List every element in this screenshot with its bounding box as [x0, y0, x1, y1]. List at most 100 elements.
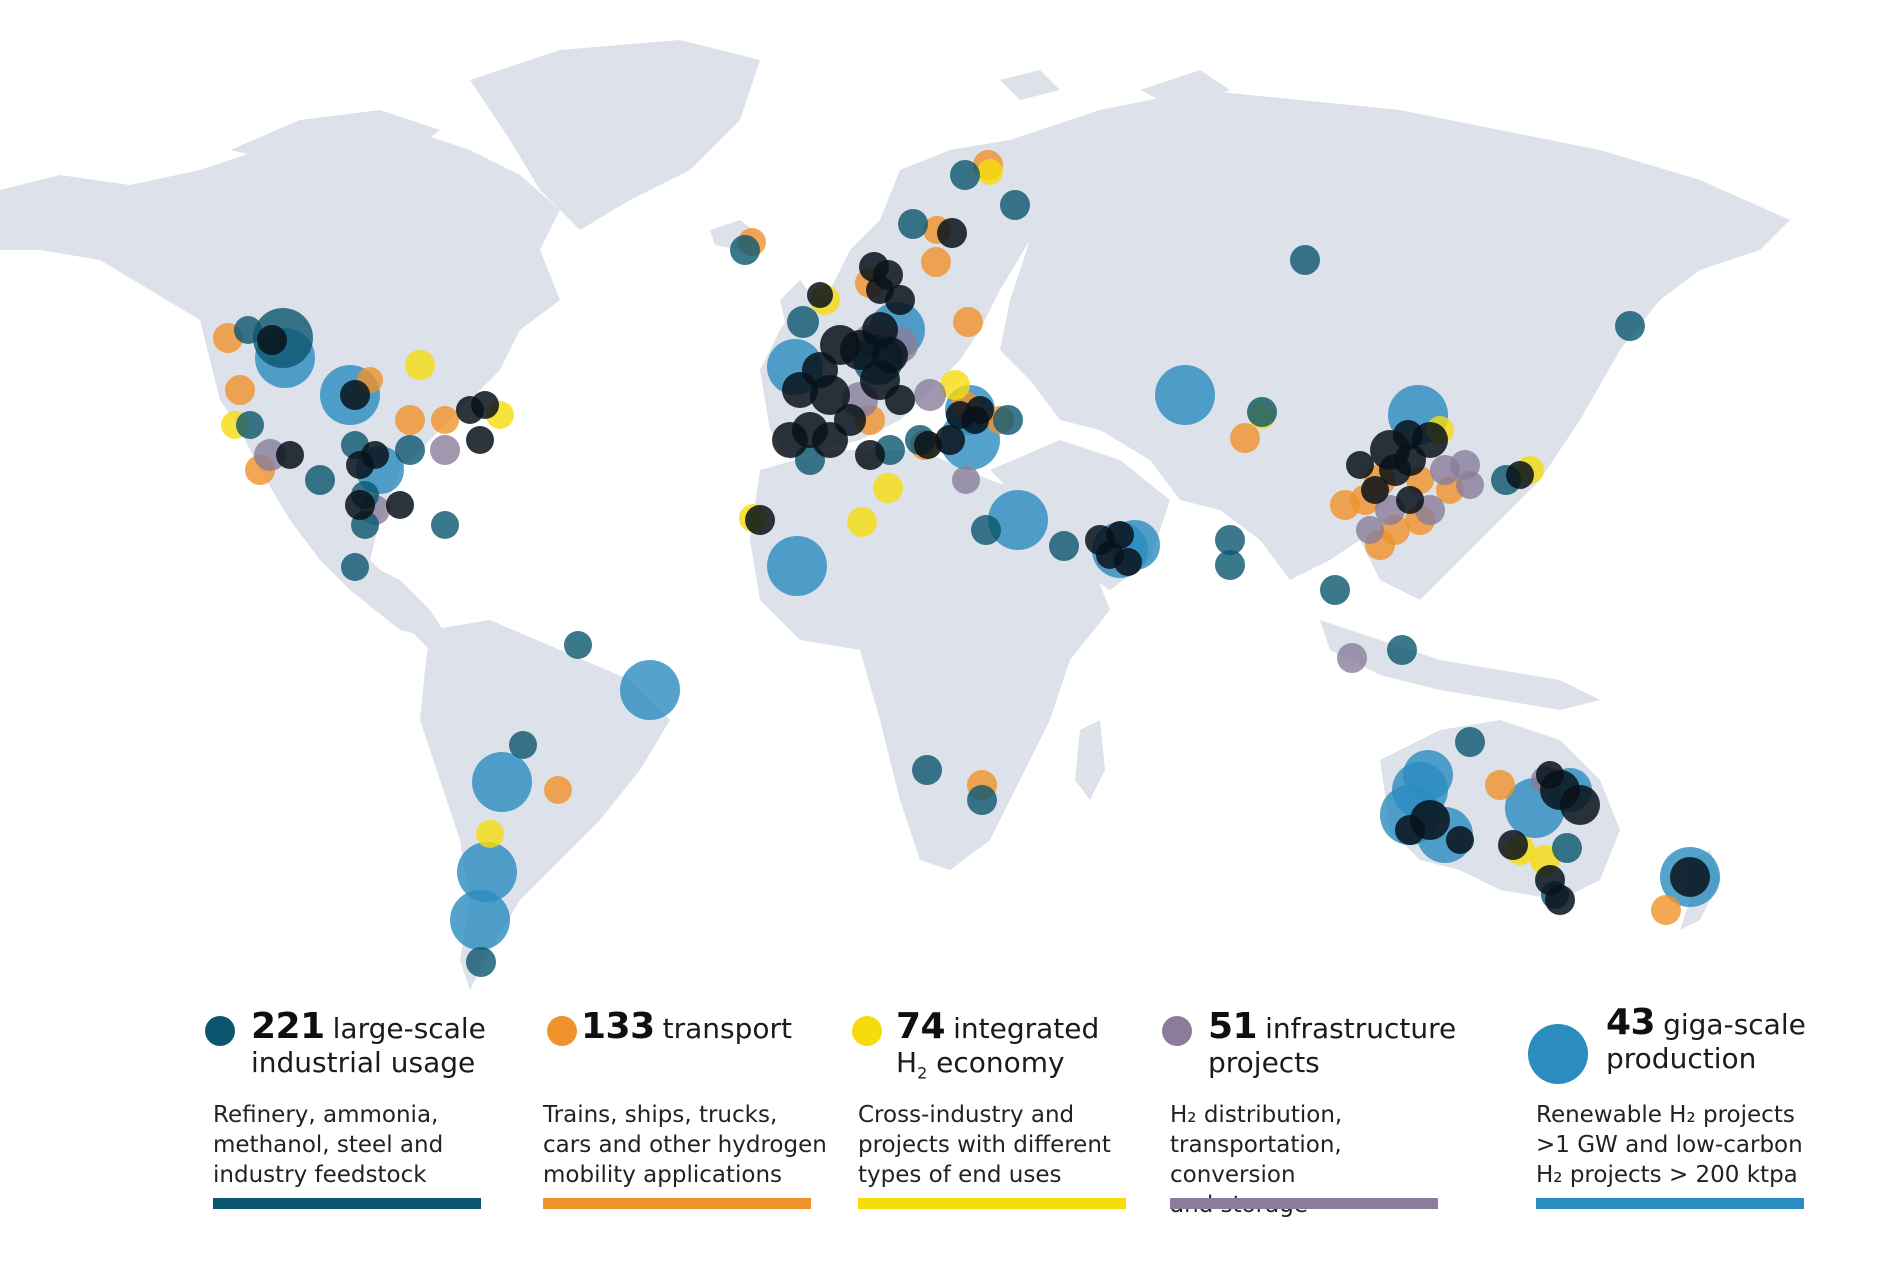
integrated-project-marker	[405, 350, 435, 380]
industrial-description: Refinery, ammonia, methanol, steel and i…	[213, 1102, 444, 1188]
greenland	[470, 40, 760, 230]
black-project-marker	[1379, 454, 1411, 486]
transport-heading: 133 transport	[581, 1009, 831, 1046]
black-project-marker	[1545, 885, 1575, 915]
black-project-marker	[873, 260, 903, 290]
madagascar	[1075, 720, 1105, 800]
infrastructure-label-2: projects	[1208, 1046, 1320, 1079]
industrial-project-marker	[395, 435, 425, 465]
black-project-marker	[885, 285, 915, 315]
project-markers	[213, 150, 1720, 977]
black-project-marker	[1346, 451, 1374, 479]
black-project-marker	[386, 491, 414, 519]
novaya-zemlya	[1140, 70, 1230, 110]
industrial-project-marker	[787, 306, 819, 338]
black-project-marker	[782, 372, 818, 408]
transport-project-marker	[1230, 423, 1260, 453]
integrated-label-2a: H	[896, 1046, 918, 1079]
infrastructure-project-marker	[952, 466, 980, 494]
transport-project-marker	[1485, 770, 1515, 800]
transport-project-marker	[1651, 895, 1681, 925]
integrated-description: Cross-industry and projects with differe…	[858, 1102, 1111, 1188]
black-project-marker	[1361, 476, 1389, 504]
black-project-marker	[276, 441, 304, 469]
infrastructure-project-marker	[1356, 516, 1384, 544]
transport-project-marker	[544, 776, 572, 804]
infrastructure-project-marker	[1456, 471, 1484, 499]
legend-industrial: 221 large-scale industrial usage Refinery…	[205, 1009, 495, 1240]
asia	[1000, 90, 1790, 600]
arctic-islands	[230, 110, 440, 170]
transport-swatch	[547, 1016, 577, 1046]
black-project-marker	[914, 431, 942, 459]
industrial-project-marker	[341, 553, 369, 581]
black-project-marker	[466, 426, 494, 454]
black-project-marker	[1560, 785, 1600, 825]
transport-project-marker	[431, 406, 459, 434]
industrial-project-marker	[1290, 245, 1320, 275]
giga-label-2: production	[1606, 1042, 1757, 1075]
industrial-bar	[213, 1198, 481, 1209]
transport-label-1: transport	[662, 1012, 793, 1045]
industrial-project-marker	[564, 631, 592, 659]
industrial-project-marker	[1215, 525, 1245, 555]
integrated-project-marker	[476, 820, 504, 848]
black-project-marker	[471, 391, 499, 419]
industrial-label-1: large-scale	[332, 1012, 486, 1045]
black-project-marker	[1506, 461, 1534, 489]
integrated-project-marker	[977, 159, 1003, 185]
black-project-marker	[257, 325, 287, 355]
black-project-marker	[807, 282, 833, 308]
industrial-project-marker	[898, 209, 928, 239]
legend-transport: 133 transport Trains, ships, trucks, cars…	[535, 1009, 827, 1240]
integrated-label-2b: economy	[927, 1046, 1065, 1079]
industrial-project-marker	[1000, 190, 1030, 220]
svalbard	[1000, 70, 1060, 100]
integrated-project-marker	[940, 370, 970, 400]
black-project-marker	[345, 490, 375, 520]
industrial-project-marker	[509, 731, 537, 759]
integrated-project-marker	[873, 473, 903, 503]
industrial-project-marker	[950, 160, 980, 190]
integrated-count: 74	[896, 1006, 946, 1047]
industrial-project-marker	[1247, 397, 1277, 427]
industrial-project-marker	[431, 511, 459, 539]
infrastructure-swatch	[1162, 1016, 1192, 1046]
giga-project-marker	[457, 842, 517, 902]
black-project-marker	[1670, 857, 1710, 897]
black-project-marker	[935, 425, 965, 455]
legend-giga: 43 giga-scale production Renewable H₂ pro…	[1528, 1005, 1818, 1240]
infrastructure-project-marker	[430, 435, 460, 465]
transport-project-marker	[1330, 490, 1360, 520]
japan	[1520, 340, 1595, 460]
giga-project-marker	[620, 660, 680, 720]
black-project-marker	[966, 396, 994, 424]
industrial-project-marker	[730, 235, 760, 265]
infrastructure-count: 51	[1208, 1006, 1258, 1047]
industrial-project-marker	[993, 405, 1023, 435]
transport-count: 133	[581, 1006, 655, 1047]
giga-count: 43	[1606, 1002, 1656, 1043]
legend-integrated: 74 integrated H2 economy Cross-industry a…	[850, 1009, 1140, 1240]
black-project-marker	[745, 505, 775, 535]
integrated-swatch	[852, 1016, 882, 1046]
black-project-marker	[1446, 826, 1474, 854]
black-project-marker	[1114, 548, 1142, 576]
giga-project-marker	[472, 752, 532, 812]
transport-project-marker	[921, 247, 951, 277]
industrial-project-marker	[236, 411, 264, 439]
industrial-swatch	[205, 1016, 235, 1046]
industrial-project-marker	[1215, 550, 1245, 580]
central-america	[360, 560, 450, 650]
infrastructure-bar	[1170, 1198, 1438, 1209]
infrastructure-project-marker	[1337, 643, 1367, 673]
industrial-count: 221	[251, 1006, 325, 1047]
black-project-marker	[872, 337, 908, 373]
industrial-project-marker	[967, 785, 997, 815]
industrial-label-2: industrial usage	[251, 1046, 476, 1079]
industrial-project-marker	[1320, 575, 1350, 605]
black-project-marker	[1106, 521, 1134, 549]
black-project-marker	[1536, 761, 1564, 789]
giga-project-marker	[767, 536, 827, 596]
integrated-label-1: integrated	[953, 1012, 1100, 1045]
